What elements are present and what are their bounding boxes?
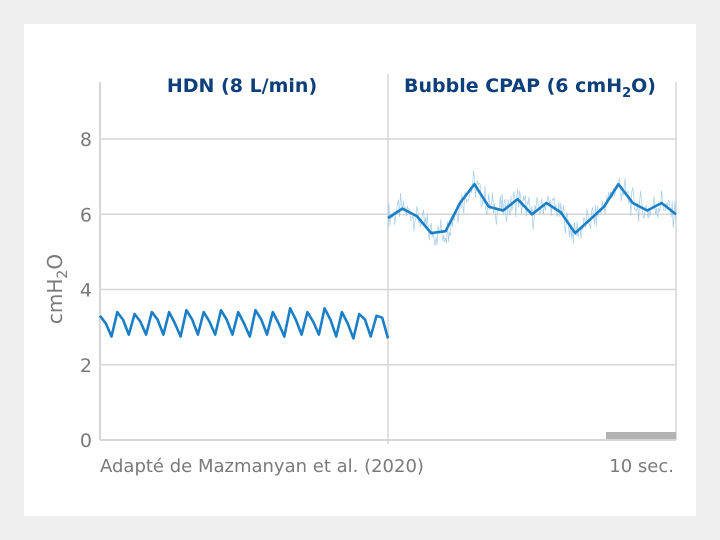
y-tick-label-8: 8 [80, 129, 92, 151]
scale-bar-label: 10 sec. [609, 456, 674, 477]
y-axis-label-sub: 2 [55, 270, 71, 279]
y-axis-label-main: cmH [43, 279, 67, 325]
panel-title-hdn: HDN (8 L/min) [167, 75, 317, 97]
chart-svg: HDN (8 L/min) Bubble CPAP (6 cmH2O) cmH2… [43, 74, 677, 477]
y-tick-label-6: 6 [80, 204, 92, 226]
series-1-noise [387, 170, 677, 246]
y-axis-label: cmH2O [43, 254, 71, 324]
source-caption: Adapté de Mazmanyan et al. (2020) [100, 456, 424, 477]
y-tick-label-2: 2 [80, 355, 92, 377]
panel-title-cpap-sub: 2 [622, 86, 631, 101]
panel-title-bubble-cpap: Bubble CPAP (6 cmH2O) [404, 75, 656, 101]
series-0-line [98, 306, 390, 340]
panel-title-cpap-tail: O) [631, 75, 656, 97]
y-tick-label-4: 4 [80, 280, 92, 302]
y-tick-label-0: 0 [80, 430, 92, 452]
scale-bar [606, 432, 676, 439]
panel-title-cpap-main: Bubble CPAP (6 cmH [404, 75, 622, 97]
chart-panel: HDN (8 L/min) Bubble CPAP (6 cmH2O) cmH2… [24, 24, 696, 516]
series-1-line [387, 182, 677, 235]
y-axis-label-tail: O [43, 254, 67, 270]
